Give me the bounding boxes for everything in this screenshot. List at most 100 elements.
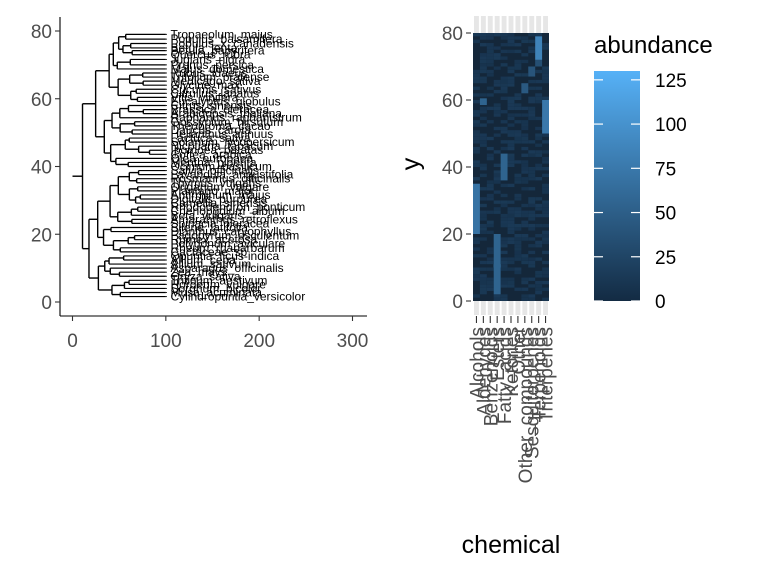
heatmap-cell [514,177,522,181]
tree-tip-label: Glycine_max [171,78,240,92]
heatmap-x-tick-label: Sesquiterpenes [523,327,544,459]
tree-tip-label: Allium_cepa [171,253,237,267]
heatmap-cell [514,244,522,248]
heatmap-cell [542,79,549,84]
heatmap-cell [521,177,529,181]
heatmap-cell [535,153,543,157]
heatmap-cell [486,36,494,40]
tree-tip-label: Origanum_vulgare [171,180,270,194]
heatmap-cell [473,93,480,97]
heatmap-cell [486,260,494,265]
heatmap-cell [486,56,494,60]
heatmap-cell [479,280,487,285]
heatmap-cell [473,69,480,74]
heatmap-cell [514,267,522,271]
tree-tip-label: Nicotiana_tabacum [171,139,274,153]
heatmap-cell [521,277,529,281]
heatmap-cell [528,106,536,111]
heatmap-cell [507,284,515,288]
heatmap-cell [486,69,494,74]
heatmap-cell [500,96,508,100]
heatmap-bottom-strip-cell [515,301,521,315]
tree-y-tick-label: 40 [31,158,52,179]
heatmap-y-tick-label: 0 [452,292,463,313]
heatmap-cell [542,46,549,50]
heatmap-cell [493,110,501,114]
heatmap-cell [473,146,480,151]
heatmap-cell [542,237,549,241]
heatmap-cell [542,213,549,218]
heatmap-cell [514,213,522,218]
heatmap-cell [528,39,536,44]
heatmap-cell [473,274,480,278]
heatmap-cell [514,66,522,70]
heatmap-cell [514,133,522,137]
heatmap-cell [479,76,487,80]
tree-tip-label: Cucumis_sativus [171,82,262,96]
heatmap-cell [479,254,487,258]
heatmap-cell [542,260,549,265]
heatmap-y-tick-label: 80 [442,24,463,45]
heatmap-cell [500,217,508,221]
heatmap-cell [542,223,549,228]
tree-tip-label: Vitis_vinifera [171,90,239,104]
heatmap-cell [535,36,543,60]
heatmap-cell [507,237,515,241]
heatmap-cell [479,290,487,295]
heatmap-cell [542,297,549,301]
heatmap-cell [507,277,515,281]
heatmap-cell [479,213,487,218]
tree-tip-label: Lavandula_angustifolia [171,168,294,182]
heatmap-cell [528,297,536,301]
tree-tip-label: Helianthus_annuus [171,127,274,141]
heatmap-cell [479,36,487,40]
heatmap-cell [535,280,543,285]
heatmap-cell [473,73,480,77]
heatmap-cell [493,177,501,181]
heatmap-cell [486,197,494,201]
heatmap-cell [493,294,501,298]
heatmap-bottom-strip-cell [508,301,514,315]
heatmap-cell [521,180,529,184]
heatmap-cell [528,277,536,281]
heatmap-cell [507,96,515,100]
heatmap-cell [500,89,508,94]
heatmap-cell [486,59,494,64]
tree-tip-labels: Tropaeolum_majusPopulus_balsamiferaPopul… [171,27,306,303]
heatmap-cell [473,183,480,234]
heatmap-cell [542,234,549,238]
heatmap-cell [535,150,543,154]
heatmap-cell [521,133,529,137]
tree-tip-label: Camellia_sinensis [171,196,268,210]
heatmap-cell [500,63,508,67]
heatmap-cell [528,284,536,288]
heatmap-cell [542,240,549,245]
heatmap-cell [486,106,494,111]
heatmap-cell [507,133,515,137]
heatmap-cell [500,153,508,181]
heatmap-cell [535,79,543,84]
tree-tip-label: Musa_acuminata [171,286,263,300]
heatmap-cell [521,140,529,144]
heatmap-cell [473,100,480,104]
heatmap-bottom-strip-cell [529,301,535,315]
heatmap-cell [507,220,515,224]
heatmap-cell [507,257,515,261]
heatmap-cell [479,79,487,84]
heatmap-cell [486,267,494,271]
heatmap-cell [535,116,543,121]
heatmap-bottom-strip-cell [474,301,479,315]
heatmap-top-strip-cell [501,16,507,33]
legend-ticks: 0 25 50 75 100 125 [594,71,687,313]
heatmap-cell [493,83,501,87]
heatmap-cell [535,59,543,67]
heatmap-cell [500,297,508,301]
heatmap-cell [500,267,508,271]
heatmap-cell [493,173,501,178]
heatmap-cell [507,160,515,164]
heatmap-cell [500,49,508,54]
heatmap-cell [493,103,501,107]
tree-tip-label: Plantago_major [171,184,255,198]
heatmap-cell [514,173,522,178]
heatmap-cell [521,53,529,57]
